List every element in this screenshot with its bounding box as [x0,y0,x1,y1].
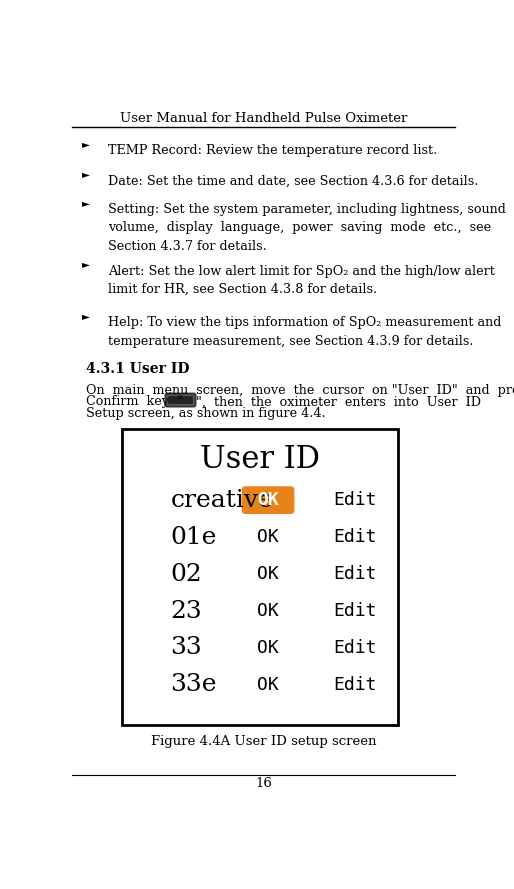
Text: creative: creative [171,489,273,512]
FancyBboxPatch shape [166,394,196,406]
Text: OK: OK [257,528,279,546]
Text: ►: ► [82,170,90,180]
Text: OK: OK [257,602,279,620]
Text: ►: ► [82,139,90,148]
Text: OK: OK [257,639,279,657]
Text: OK: OK [257,565,279,583]
Text: TEMP Record: Review the temperature record list.: TEMP Record: Review the temperature reco… [108,144,438,156]
Text: User ID: User ID [200,444,320,475]
Text: ►: ► [82,260,90,269]
Text: Figure 4.4A User ID setup screen: Figure 4.4A User ID setup screen [151,735,376,749]
Bar [122,428,397,725]
Text: Edit: Edit [333,602,377,620]
Text: 33: 33 [171,637,202,660]
Text: Alert: Set the low alert limit for SpO₂ and the high/low alert
limit for HR, see: Alert: Set the low alert limit for SpO₂ … [108,265,495,296]
FancyBboxPatch shape [242,486,295,514]
Text: Date: Set the time and date, see Section 4.3.6 for details.: Date: Set the time and date, see Section… [108,174,479,188]
Text: Edit: Edit [333,565,377,583]
Text: OK: OK [257,491,279,509]
Text: Edit: Edit [333,491,377,509]
Text: 33e: 33e [171,674,217,696]
Text: Edit: Edit [333,676,377,694]
Text: 4.3.1 User ID: 4.3.1 User ID [86,363,190,376]
Text: 02: 02 [171,563,202,586]
Text: OK: OK [257,676,279,694]
Text: Help: To view the tips information of SpO₂ measurement and
temperature measureme: Help: To view the tips information of Sp… [108,316,502,348]
Text: Setup screen, as shown in figure 4.4.: Setup screen, as shown in figure 4.4. [86,407,325,420]
Text: ",  then  the  oximeter  enters  into  User  ID: ", then the oximeter enters into User ID [196,396,481,408]
Text: 01e: 01e [171,525,217,549]
Text: Confirm  key  ": Confirm key " [86,396,183,408]
Text: 23: 23 [171,599,202,622]
FancyBboxPatch shape [168,396,193,404]
Text: Edit: Edit [333,528,377,546]
Text: 16: 16 [255,777,272,790]
Text: ►: ► [82,311,90,321]
Text: Setting: Set the system parameter, including lightness, sound
volume,  display  : Setting: Set the system parameter, inclu… [108,203,506,253]
Text: Edit: Edit [333,639,377,657]
Text: On  main  menu  screen,  move  the  cursor  on "User  ID"  and  press: On main menu screen, move the cursor on … [86,384,514,396]
Text: User Manual for Handheld Pulse Oximeter: User Manual for Handheld Pulse Oximeter [120,112,407,124]
Text: ►: ► [82,198,90,208]
